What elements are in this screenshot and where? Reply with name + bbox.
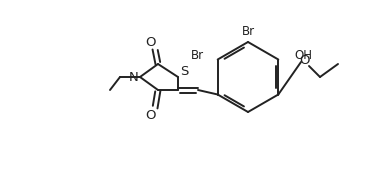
Text: Br: Br xyxy=(241,24,255,37)
Text: Br: Br xyxy=(191,49,204,62)
Text: O: O xyxy=(145,35,155,49)
Text: O: O xyxy=(300,53,310,67)
Text: S: S xyxy=(180,64,188,78)
Text: N: N xyxy=(129,71,139,83)
Text: OH: OH xyxy=(294,49,312,62)
Text: O: O xyxy=(145,109,155,121)
